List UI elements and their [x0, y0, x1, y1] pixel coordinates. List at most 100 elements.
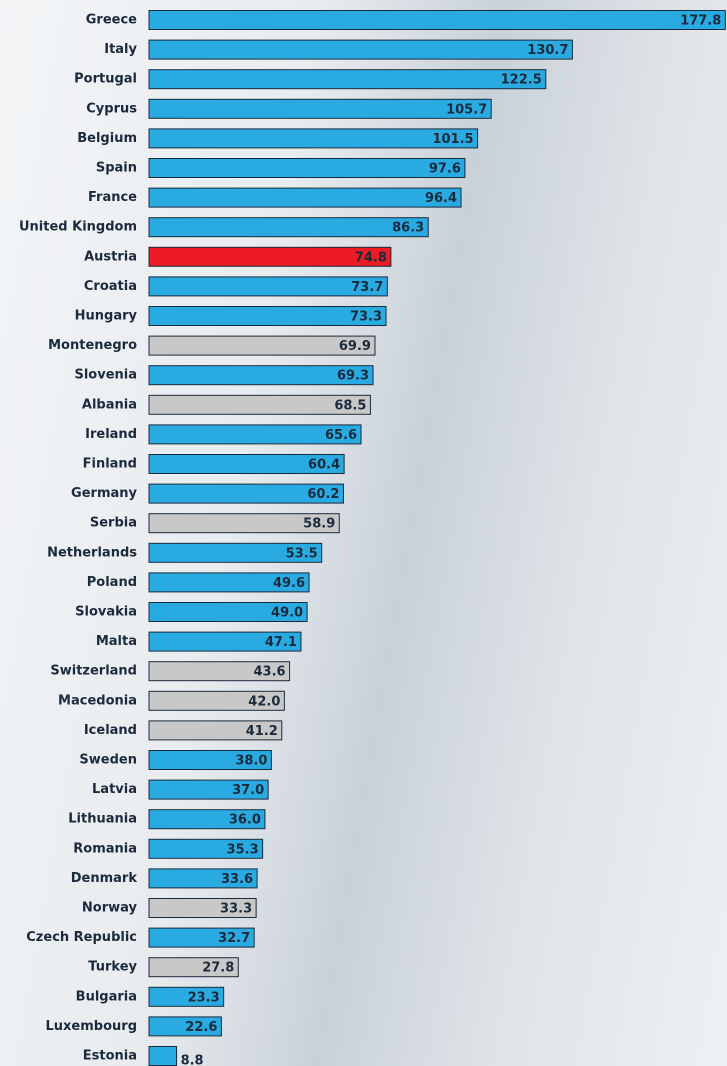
bar [148, 661, 291, 682]
category-label: Austria [84, 249, 137, 264]
bar [148, 838, 264, 859]
bar [148, 720, 283, 741]
value-label: 33.6 [221, 872, 253, 887]
bar [148, 750, 272, 770]
bar [148, 306, 387, 326]
category-label: Lithuania [68, 812, 137, 827]
category-label: Czech Republic [26, 930, 137, 945]
category-label: Poland [87, 575, 137, 590]
category-label: Serbia [90, 516, 137, 531]
value-label: 37.0 [232, 783, 264, 798]
value-label: 27.8 [202, 961, 234, 976]
value-label: 33.3 [220, 902, 252, 917]
value-label: 86.3 [392, 221, 424, 236]
value-label: 97.6 [429, 162, 461, 177]
bar [148, 957, 239, 978]
bar [148, 69, 547, 90]
bar [148, 927, 255, 948]
bar [148, 454, 345, 474]
category-label: France [88, 190, 137, 205]
category-label: Belgium [77, 131, 137, 146]
value-label: 105.7 [446, 102, 487, 117]
bar [148, 513, 340, 534]
value-label: 23.3 [188, 990, 220, 1005]
bar [148, 217, 429, 238]
bar [148, 631, 302, 652]
value-label: 130.7 [527, 43, 568, 58]
category-label: Portugal [74, 72, 137, 87]
value-label: 35.3 [227, 842, 259, 857]
value-label: 177.8 [680, 14, 721, 29]
value-label: 8.8 [181, 1054, 204, 1066]
value-label: 101.5 [432, 132, 473, 147]
bar [148, 98, 492, 119]
bar [148, 1016, 222, 1037]
value-label: 32.7 [218, 931, 250, 946]
bar [148, 602, 308, 622]
value-label: 74.8 [355, 250, 387, 265]
bar [148, 1046, 178, 1066]
value-label: 36.0 [229, 813, 261, 828]
category-label: Italy [104, 42, 137, 57]
category-label: Spain [96, 161, 137, 176]
value-label: 96.4 [425, 191, 457, 206]
value-label: 73.3 [350, 310, 382, 325]
category-label: Romania [73, 841, 137, 856]
bar [148, 10, 726, 30]
bar [148, 542, 323, 563]
value-label: 68.5 [334, 398, 366, 413]
bar [148, 246, 392, 267]
value-label: 38.0 [235, 754, 267, 769]
value-label: 43.6 [253, 665, 285, 680]
value-label: 53.5 [286, 546, 318, 561]
value-label: 122.5 [501, 73, 542, 88]
category-label: Estonia [83, 1049, 137, 1064]
value-label: 69.9 [339, 339, 371, 354]
category-label: Cyprus [86, 101, 137, 116]
category-label: Finland [83, 457, 137, 472]
bar [148, 158, 466, 178]
category-label: Croatia [84, 279, 137, 294]
category-label: Slovakia [75, 605, 137, 620]
value-label: 65.6 [325, 428, 357, 443]
category-label: Switzerland [50, 664, 137, 679]
value-label: 73.7 [351, 280, 383, 295]
bar [148, 365, 374, 386]
category-label: Iceland [84, 723, 137, 738]
category-label: Albania [82, 397, 137, 412]
value-label: 41.2 [246, 724, 278, 739]
value-label: 22.6 [185, 1020, 217, 1035]
category-label: Slovenia [74, 368, 137, 383]
category-label: Norway [82, 901, 138, 916]
bar [148, 868, 258, 889]
value-label: 47.1 [265, 635, 297, 650]
category-label: Sweden [79, 753, 137, 768]
category-label: Montenegro [48, 338, 137, 353]
category-label: Germany [71, 486, 137, 501]
bar [148, 483, 344, 504]
bar [148, 898, 257, 918]
category-label: Ireland [85, 427, 137, 442]
category-label: United Kingdom [19, 220, 137, 235]
value-label: 58.9 [303, 517, 335, 532]
value-label: 69.3 [337, 369, 369, 384]
bar [148, 572, 310, 593]
category-label: Macedonia [58, 693, 137, 708]
value-label: 60.4 [308, 458, 340, 473]
category-label: Denmark [71, 871, 138, 886]
category-label: Greece [86, 13, 137, 28]
value-label: 42.0 [248, 694, 280, 709]
category-label: Netherlands [47, 545, 137, 560]
bar [148, 986, 225, 1007]
bar [148, 690, 285, 711]
category-label: Latvia [92, 782, 137, 797]
category-label: Turkey [88, 960, 137, 975]
bar [148, 394, 371, 415]
bar [148, 187, 462, 208]
category-label: Bulgaria [76, 989, 137, 1004]
category-label: Luxembourg [46, 1019, 138, 1034]
category-label: Malta [96, 634, 137, 649]
value-label: 60.2 [307, 487, 339, 502]
